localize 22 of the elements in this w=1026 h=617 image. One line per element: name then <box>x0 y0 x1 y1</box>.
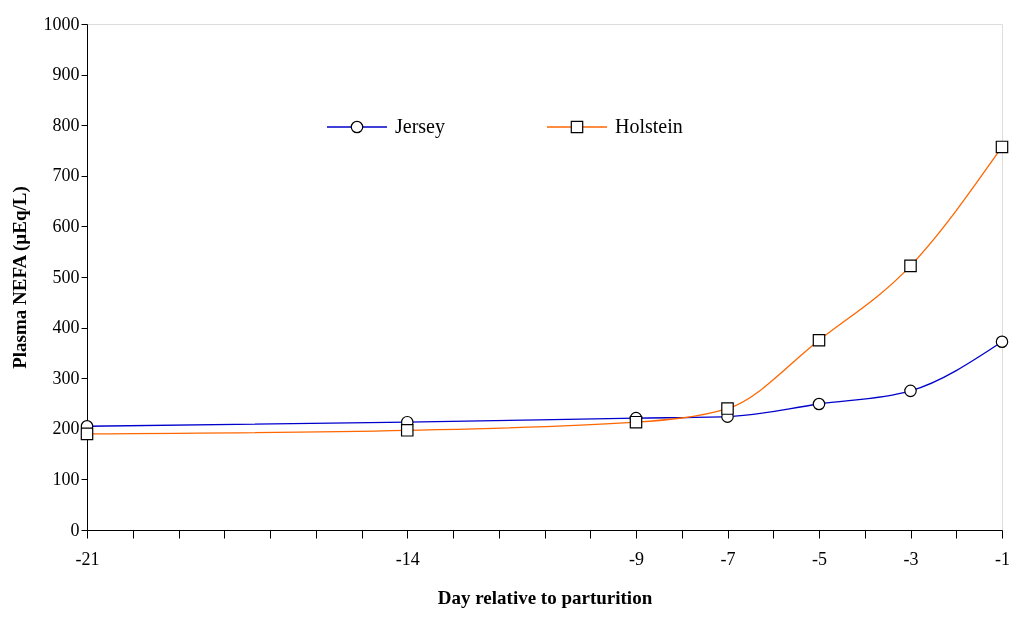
x-tick-label: -9 <box>629 548 644 569</box>
y-tick-label: 800 <box>52 114 80 135</box>
y-tick-label: 500 <box>52 266 80 287</box>
y-tick-label: 400 <box>52 317 80 338</box>
y-tick-label: 200 <box>52 418 80 439</box>
y-tick-label: 900 <box>52 64 80 85</box>
y-tick-label: 600 <box>52 215 80 236</box>
y-axis-title: Plasma NEFA (µEq/L) <box>8 186 31 369</box>
x-axis-title: Day relative to parturition <box>437 586 653 608</box>
x-tick-label: -21 <box>75 548 100 569</box>
legend-label: Jersey <box>395 115 445 138</box>
y-tick-label: 0 <box>70 519 80 540</box>
x-tick-label: -1 <box>995 548 1010 569</box>
x-tick-label: -14 <box>395 548 420 569</box>
x-tick-label: -7 <box>720 548 736 569</box>
legend-label: Holstein <box>615 115 683 137</box>
y-tick-label: 700 <box>52 165 80 186</box>
x-tick-label: -3 <box>903 548 919 569</box>
x-tick-label: -5 <box>812 548 827 569</box>
y-tick-label: 300 <box>52 367 80 388</box>
y-tick-label: 100 <box>52 468 80 489</box>
y-tick-label: 1000 <box>43 13 80 34</box>
